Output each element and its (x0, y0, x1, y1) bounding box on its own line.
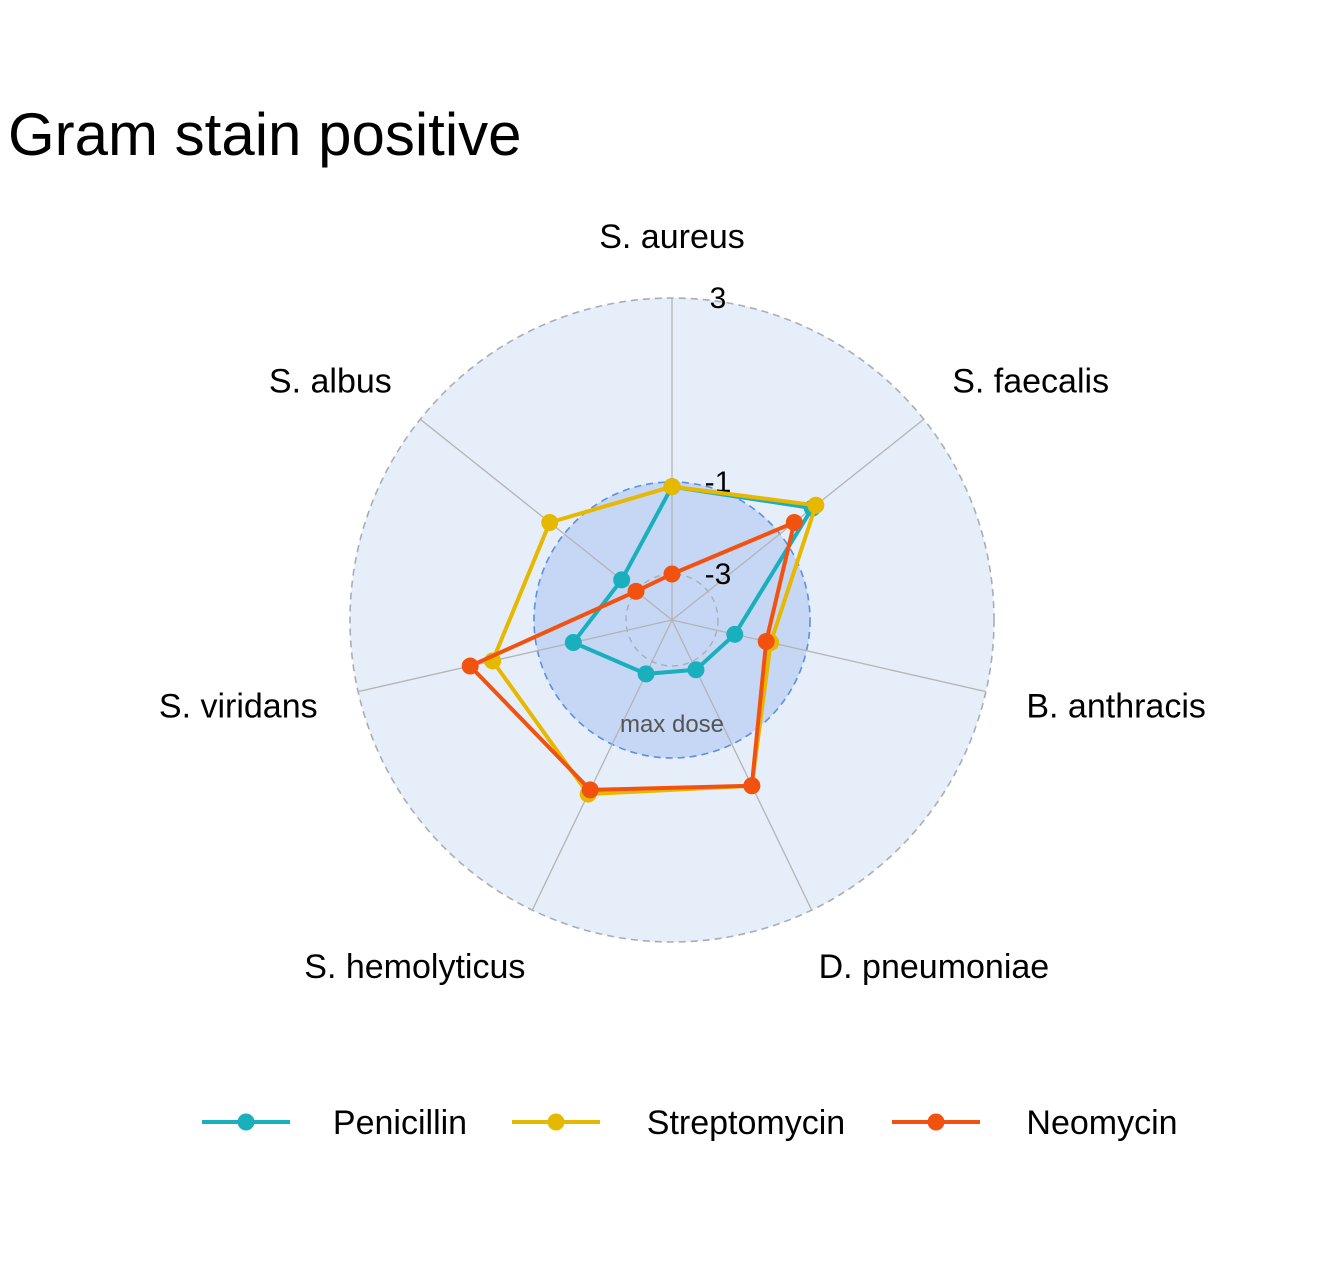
category-label: S. albus (269, 363, 392, 401)
radial-tick-label: 3 (710, 282, 727, 315)
data-point (613, 571, 631, 589)
legend-item-neomycin: Neomycin (892, 1104, 1178, 1142)
data-point (807, 496, 825, 514)
data-point (785, 513, 803, 531)
legend: Penicillin Streptomycin Neomycin (202, 1104, 1178, 1142)
data-point (541, 513, 559, 531)
data-point (663, 565, 681, 583)
legend-label: Streptomycin (647, 1104, 845, 1142)
data-point (564, 634, 582, 652)
data-point (637, 665, 655, 683)
legend-label: Neomycin (1026, 1104, 1177, 1142)
legend-marker (237, 1113, 255, 1131)
series-line (468, 520, 797, 792)
series-line (490, 484, 818, 797)
data-point (726, 625, 744, 643)
radial-tick-label: -3 (705, 558, 732, 591)
series-neomycin (461, 513, 803, 799)
data-point (461, 657, 479, 675)
data-point (663, 478, 681, 496)
data-point (757, 632, 775, 650)
data-point (581, 781, 599, 799)
category-label: S. aureus (599, 218, 745, 256)
legend-marker (927, 1113, 945, 1131)
legend-marker (547, 1113, 565, 1131)
data-point (743, 777, 761, 795)
max-dose-label: max dose (620, 711, 724, 738)
category-label: S. faecalis (952, 363, 1109, 401)
legend-label: Penicillin (333, 1104, 467, 1142)
spoke-5 (357, 619, 673, 693)
category-label: S. hemolyticus (304, 948, 525, 986)
data-point (687, 661, 705, 679)
inner-grid-circle (625, 573, 719, 667)
data-point (627, 582, 645, 600)
series-layer (461, 478, 825, 803)
category-label: B. anthracis (1026, 687, 1206, 725)
category-label: D. pneumoniae (819, 948, 1050, 986)
chart-title: Gram stain positive (8, 101, 522, 168)
legend-item-penicillin: Penicillin (202, 1104, 467, 1142)
spoke-2 (671, 619, 987, 693)
legend-item-streptomycin: Streptomycin (512, 1104, 845, 1142)
category-labels: S. aureus S. faecalis B. anthracis D. pneum… (159, 218, 1206, 986)
category-label: S. viridans (159, 687, 318, 725)
